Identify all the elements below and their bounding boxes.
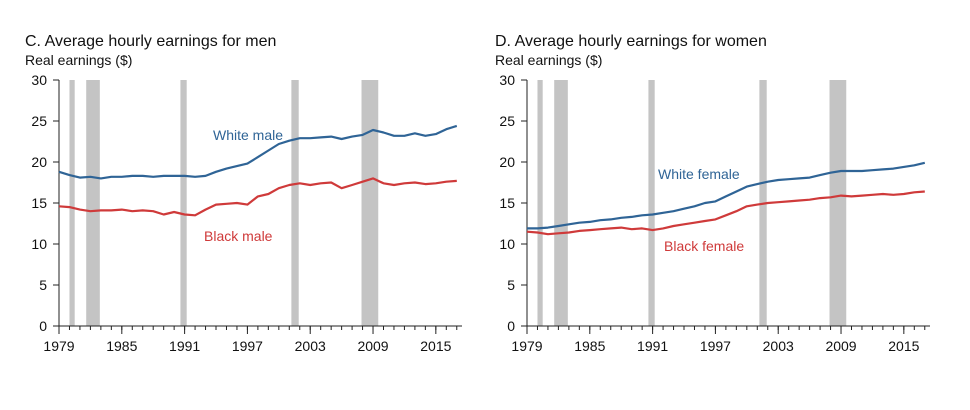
y-tick-label: 20	[499, 154, 515, 170]
recession-band	[69, 80, 75, 326]
x-tick-label: 2015	[420, 338, 451, 354]
series-label: White male	[213, 127, 283, 143]
y-tick-label: 10	[499, 236, 515, 252]
x-tick-label: 1979	[43, 338, 74, 354]
y-tick-label: 30	[31, 72, 47, 88]
recession-band	[86, 80, 100, 326]
y-axis-label: Real earnings ($)	[495, 52, 603, 68]
x-tick-label: 1997	[700, 338, 731, 354]
y-tick-label: 15	[31, 195, 47, 211]
y-tick-label: 15	[499, 195, 515, 211]
chart-panel-men: C. Average hourly earnings for men Real …	[0, 0, 470, 410]
y-tick-label: 0	[507, 318, 515, 334]
y-tick-label: 25	[499, 113, 515, 129]
chart-plot-women: 0 5 10 15 20 25 30 1979 1985 1991 1997 2003 2009 2015…	[499, 72, 930, 354]
recession-band	[361, 80, 379, 326]
x-tick-label: 1985	[574, 338, 605, 354]
x-tick-label: 1997	[232, 338, 263, 354]
x-tick-label: 1979	[511, 338, 542, 354]
x-tick-label: 2009	[825, 338, 856, 354]
y-tick-label: 5	[39, 277, 47, 293]
chart-plot-men: 0 5 10 15 20 25 30 1979 1985 1991 1997 2003 2009 2015…	[31, 72, 462, 354]
recession-band	[554, 80, 568, 326]
series-line-black-female	[526, 190, 925, 236]
series-label: White female	[658, 166, 740, 182]
series-label: Black female	[664, 238, 744, 254]
y-axis-label: Real earnings ($)	[25, 52, 133, 68]
x-tick-label: 2003	[763, 338, 794, 354]
recession-band	[537, 80, 543, 326]
series-line-white-female	[527, 161, 926, 230]
series-line-white-male	[58, 124, 458, 180]
chart-title: D. Average hourly earnings for women	[495, 33, 767, 50]
chart-title: C. Average hourly earnings for men	[25, 33, 277, 50]
y-tick-label: 25	[31, 113, 47, 129]
y-tick-label: 10	[31, 236, 47, 252]
recession-band	[180, 80, 187, 326]
recession-band	[291, 80, 299, 326]
y-tick-label: 20	[31, 154, 47, 170]
recession-band	[648, 80, 655, 326]
x-tick-label: 1991	[637, 338, 668, 354]
y-tick-label: 0	[39, 318, 47, 334]
y-tick-label: 30	[499, 72, 515, 88]
x-tick-label: 2003	[295, 338, 326, 354]
series-line-black-male	[58, 177, 457, 217]
x-tick-label: 2015	[888, 338, 919, 354]
x-tick-label: 1991	[169, 338, 200, 354]
x-tick-label: 2009	[357, 338, 388, 354]
recession-band	[829, 80, 847, 326]
series-label: Black male	[204, 228, 273, 244]
chart-panel-women: D. Average hourly earnings for women Rea…	[468, 0, 938, 410]
y-tick-label: 5	[507, 277, 515, 293]
x-tick-label: 1985	[106, 338, 137, 354]
